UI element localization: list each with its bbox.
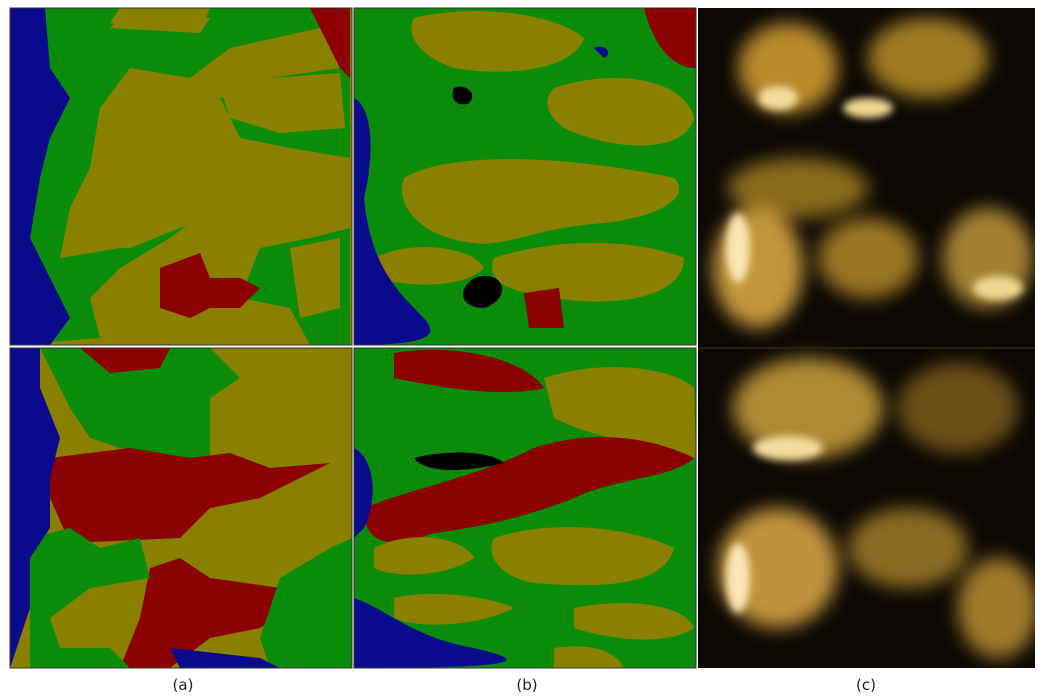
figure: (a) (b) (c) [0, 0, 1043, 700]
page: (a) (b) (c) (() => { const data = JSON.p… [0, 0, 1043, 700]
caption: (a) [173, 676, 194, 694]
panel-a-bottom [10, 348, 352, 668]
panel-b-bottom [354, 348, 696, 668]
caption: (c) [856, 676, 876, 694]
panel-b-top [354, 8, 696, 345]
panel-a-top [10, 8, 352, 345]
caption: (b) [516, 676, 537, 694]
panel-c [698, 8, 1038, 668]
